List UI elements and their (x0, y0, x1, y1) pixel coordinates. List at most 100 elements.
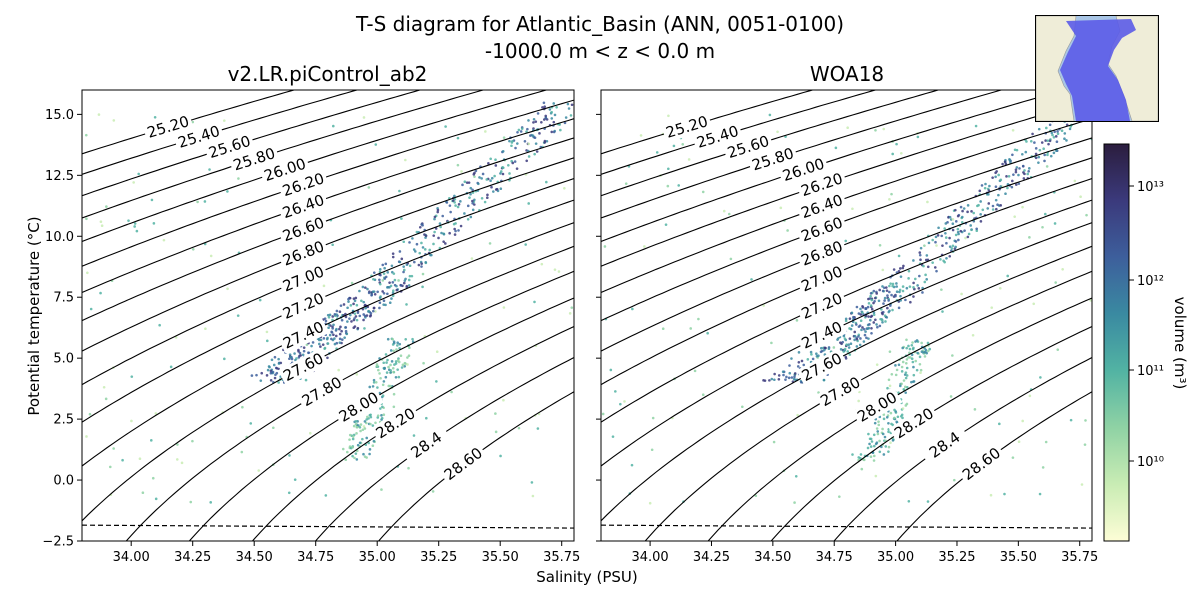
plot-frame (81, 89, 575, 542)
ts-volume-point (970, 210, 973, 213)
ts-volume-point (922, 264, 925, 268)
ts-volume-point (383, 367, 386, 371)
x-tick-label: 34.50 (754, 550, 791, 565)
ts-volume-point (1034, 156, 1038, 160)
ts-volume-point (886, 386, 889, 390)
ts-volume-point (557, 270, 561, 273)
ts-volume-point (878, 288, 881, 292)
ts-volume-point (275, 366, 279, 370)
ts-volume-point (526, 127, 529, 131)
ts-volume-point (894, 294, 897, 298)
ts-volume-point (354, 452, 358, 455)
density-contour-line (82, 99, 574, 267)
ts-volume-point (448, 204, 452, 207)
ts-volume-point (369, 422, 372, 426)
ts-volume-point (351, 454, 354, 458)
ts-volume-point (258, 298, 262, 302)
ts-volume-point (1011, 456, 1015, 459)
ts-volume-point (575, 103, 578, 106)
ts-volume-point (255, 373, 258, 377)
ts-volume-point (773, 378, 776, 382)
ts-volume-point (701, 190, 705, 194)
ts-volume-point (272, 426, 275, 430)
ts-volume-point (541, 106, 544, 109)
ts-volume-point (112, 447, 115, 450)
ts-volume-point (857, 399, 860, 403)
ts-volume-point (422, 361, 425, 365)
ts-volume-point (794, 378, 797, 382)
ts-volume-point (514, 146, 517, 150)
ts-volume-point (345, 332, 349, 336)
ts-volume-point (531, 494, 535, 498)
ts-volume-point (883, 435, 887, 439)
ts-volume-point (99, 291, 102, 295)
ts-volume-point (564, 116, 568, 119)
ts-volume-point (382, 272, 386, 275)
ts-volume-point (1032, 302, 1036, 306)
ts-volume-point (885, 415, 889, 419)
ts-volume-point (672, 144, 676, 148)
ts-volume-point (390, 264, 394, 268)
ts-volume-point (885, 289, 889, 292)
ts-volume-point (340, 329, 343, 333)
ts-volume-point (741, 405, 744, 409)
ts-volume-point (869, 294, 872, 298)
ts-volume-point (344, 315, 348, 319)
ts-volume-point (355, 432, 358, 435)
ts-volume-point (926, 265, 930, 269)
density-contour-line (82, 90, 486, 219)
ts-volume-point (483, 200, 487, 204)
ts-volume-point (1022, 171, 1025, 174)
ts-volume-point (371, 444, 375, 448)
ts-volume-point (838, 495, 841, 498)
ts-volume-point (874, 318, 877, 322)
ts-volume-point (533, 300, 536, 304)
ts-volume-point (890, 293, 893, 297)
ts-volume-point (384, 275, 388, 279)
ts-volume-point (876, 430, 880, 433)
ts-volume-point (957, 238, 960, 242)
ts-volume-point (489, 179, 492, 183)
ts-volume-point (940, 234, 943, 238)
ts-volume-point (905, 366, 909, 370)
ts-volume-point (876, 325, 879, 329)
ts-volume-point (440, 231, 443, 235)
ts-volume-point (361, 285, 365, 289)
y-tick-label: 5.0 (53, 352, 74, 367)
ts-volume-point (916, 284, 919, 287)
ts-volume-point (85, 435, 88, 438)
ts-volume-point (393, 278, 397, 282)
ts-volume-point (868, 442, 871, 446)
ts-volume-point (935, 269, 938, 273)
ts-volume-point (158, 323, 161, 327)
ts-volume-point (396, 368, 399, 371)
ts-volume-point (511, 139, 514, 143)
colorbar-tick-label: 10¹¹ (1137, 364, 1164, 379)
x-tick-label: 35.00 (877, 550, 914, 565)
ts-volume-point (543, 139, 547, 143)
ts-volume-point (396, 341, 399, 344)
ts-volume-point (351, 445, 355, 449)
ts-volume-point (343, 336, 346, 339)
ts-volume-point (400, 257, 404, 261)
ts-volume-point (453, 201, 456, 204)
ts-volume-point (341, 447, 345, 451)
ts-volume-point (870, 332, 873, 335)
ts-volume-point (887, 450, 890, 453)
ts-volume-point (799, 380, 803, 384)
ts-volume-point (1056, 132, 1060, 136)
ts-volume-point (406, 363, 409, 366)
ts-volume-point (878, 324, 882, 328)
ts-volume-point (927, 241, 931, 245)
ts-volume-point (348, 317, 351, 320)
ts-volume-point (667, 167, 670, 171)
ts-volume-point (395, 288, 399, 292)
ts-volume-point (290, 357, 294, 361)
ts-volume-point (951, 354, 954, 357)
ts-volume-point (904, 371, 908, 374)
ts-volume-point (917, 287, 921, 290)
ts-volume-point (349, 304, 353, 307)
ts-volume-point (355, 373, 359, 376)
ts-volume-point (979, 213, 982, 216)
ts-volume-point (412, 434, 416, 437)
